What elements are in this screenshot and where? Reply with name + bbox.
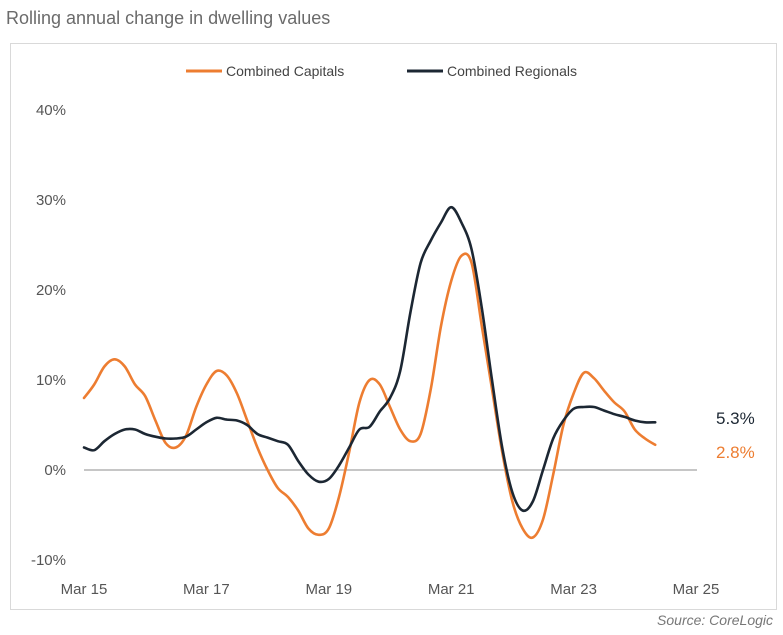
source-note: Source: CoreLogic [657,612,773,628]
end-labels: 5.3% 2.8% [716,409,755,462]
x-tick-label: Mar 15 [61,581,108,598]
x-tick-label: Mar 23 [550,581,597,598]
x-tick-label: Mar 17 [183,581,230,598]
y-tick-label: 10% [36,372,66,389]
legend: Combined Capitals Combined Regionals [186,63,577,79]
x-tick-label: Mar 25 [673,581,720,598]
y-axis-ticks: 40% 30% 20% 10% 0% -10% [31,102,66,569]
x-axis-ticks: Mar 15 Mar 17 Mar 19 Mar 21 Mar 23 Mar 25 [61,581,720,598]
y-tick-label: 0% [44,462,66,479]
x-tick-label: Mar 19 [305,581,352,598]
legend-item-combined-regionals: Combined Regionals [407,63,577,79]
series-line-combined-regionals [82,205,657,513]
y-tick-label: -10% [31,552,66,569]
y-tick-label: 20% [36,282,66,299]
x-tick-label: Mar 21 [428,581,475,598]
series-line-combined-capitals [82,252,657,540]
legend-item-combined-capitals: Combined Capitals [186,63,344,79]
y-tick-label: 40% [36,102,66,119]
chart-frame [10,43,777,610]
end-label-regionals: 5.3% [716,409,755,428]
legend-label: Combined Regionals [447,63,577,79]
chart-title: Rolling annual change in dwelling values [6,8,331,28]
series-lines [82,205,657,540]
y-tick-label: 30% [36,192,66,209]
end-label-capitals: 2.8% [716,443,755,462]
legend-label: Combined Capitals [226,63,344,79]
